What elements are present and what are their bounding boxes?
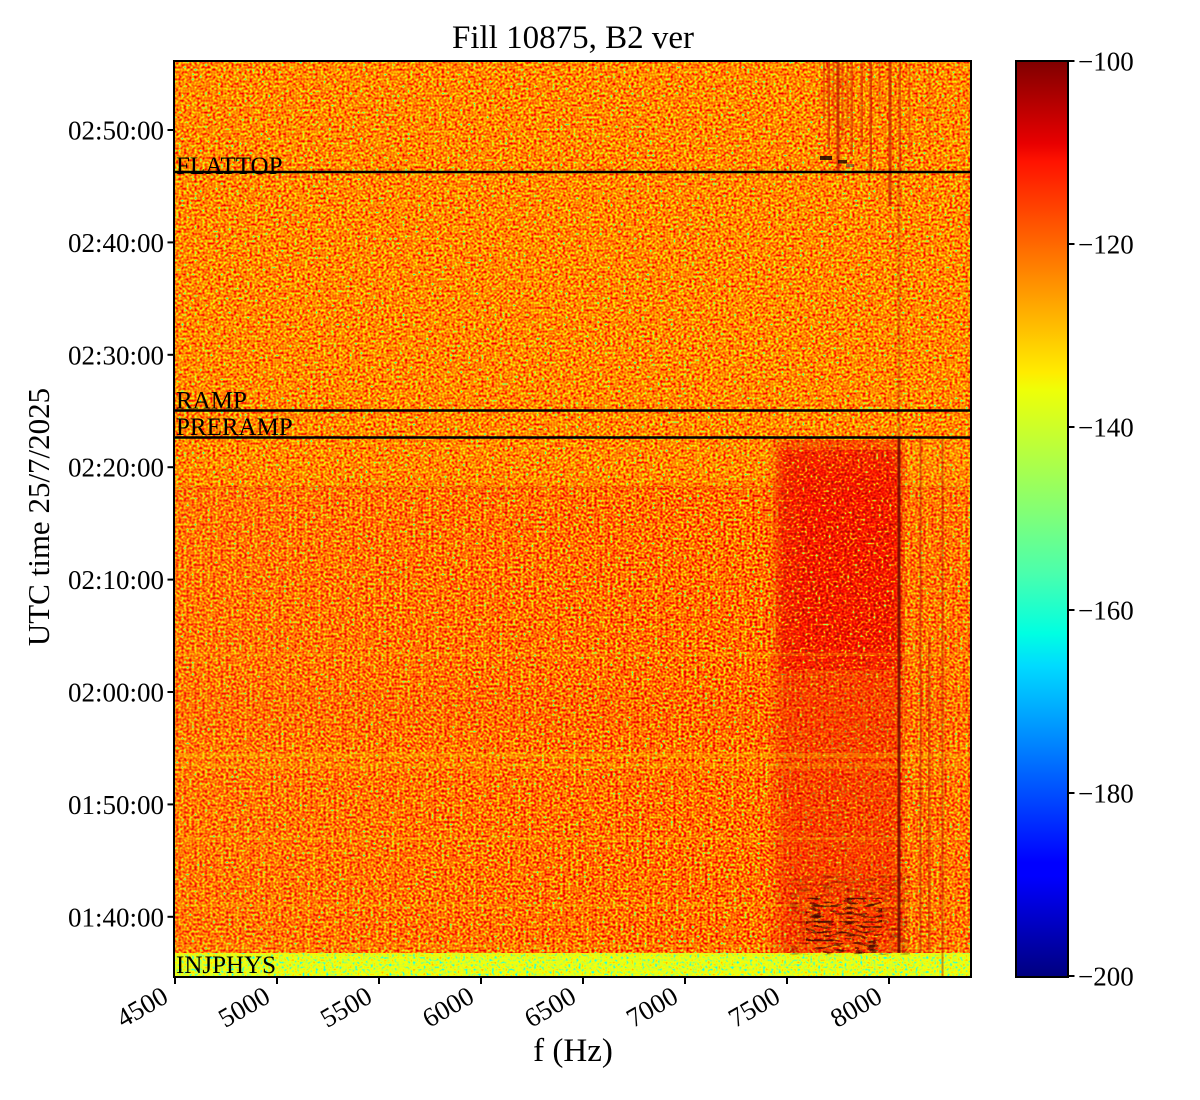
svg-text:PRERAMP: PRERAMP — [176, 414, 293, 441]
svg-text:−160: −160 — [1078, 596, 1134, 626]
svg-text:−100: −100 — [1078, 47, 1134, 77]
svg-text:01:50:00: 01:50:00 — [68, 790, 164, 820]
svg-text:02:20:00: 02:20:00 — [68, 453, 164, 483]
svg-text:RAMP: RAMP — [176, 388, 247, 415]
svg-text:02:50:00: 02:50:00 — [68, 116, 164, 146]
svg-text:−140: −140 — [1078, 413, 1134, 443]
svg-text:02:30:00: 02:30:00 — [68, 340, 164, 370]
svg-text:02:40:00: 02:40:00 — [68, 228, 164, 258]
svg-text:FLATTOP: FLATTOP — [176, 153, 283, 180]
svg-text:−180: −180 — [1078, 779, 1134, 809]
svg-text:02:00:00: 02:00:00 — [68, 678, 164, 708]
svg-text:INJPHYS: INJPHYS — [176, 952, 276, 979]
svg-text:f (Hz): f (Hz) — [533, 1033, 613, 1069]
svg-text:02:10:00: 02:10:00 — [68, 565, 164, 595]
svg-text:UTC time 25/7/2025: UTC time 25/7/2025 — [21, 388, 56, 646]
svg-text:Fill 10875, B2 ver: Fill 10875, B2 ver — [452, 20, 694, 56]
svg-text:−200: −200 — [1078, 962, 1134, 992]
svg-text:01:40:00: 01:40:00 — [68, 902, 164, 932]
svg-text:−120: −120 — [1078, 230, 1134, 260]
